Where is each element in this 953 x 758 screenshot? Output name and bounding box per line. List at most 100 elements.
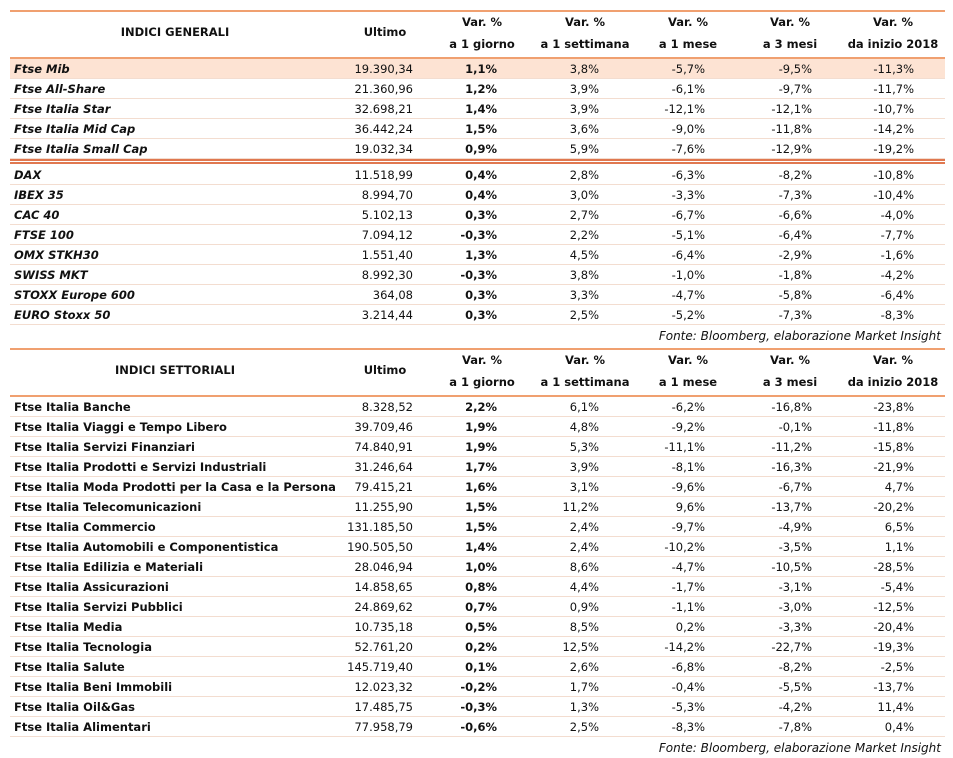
row-border xyxy=(10,536,945,537)
cell-value: 1,4% xyxy=(465,540,497,554)
cell-value: -9,5% xyxy=(778,62,812,76)
cell-value: -19,3% xyxy=(873,640,914,654)
cell-value: 17.485,75 xyxy=(354,700,413,714)
row-name: Ftse Italia Servizi Finanziari xyxy=(14,440,195,454)
cell-value: 0,4% xyxy=(465,188,497,202)
cell-value: -10,5% xyxy=(771,560,812,574)
cell-value: 1,3% xyxy=(465,248,497,262)
header-cell: da inizio 2018 xyxy=(847,37,939,51)
cell-value: 10.735,18 xyxy=(354,620,413,634)
row-name: Ftse Italia Media xyxy=(14,620,123,634)
cell-value: -0,2% xyxy=(460,680,497,694)
cell-value: -12,5% xyxy=(873,600,914,614)
cell-value: 1,2% xyxy=(465,82,497,96)
cell-value: -7,3% xyxy=(778,188,812,202)
cell-value: -14,2% xyxy=(873,122,914,136)
cell-value: 8.994,70 xyxy=(361,188,413,202)
cell-value: 79.415,21 xyxy=(354,480,413,494)
cell-value: -5,1% xyxy=(671,228,705,242)
cell-value: -1,0% xyxy=(671,268,705,282)
cell-value: 2,4% xyxy=(569,520,599,534)
cell-value: 0,9% xyxy=(569,600,599,614)
cell-value: -20,2% xyxy=(873,500,914,514)
row-border xyxy=(10,496,945,497)
cell-value: 0,7% xyxy=(465,600,497,614)
cell-value: -10,4% xyxy=(873,188,914,202)
cell-value: -8,2% xyxy=(778,168,812,182)
cell-value: -7,8% xyxy=(778,720,812,734)
row-name: Ftse Italia Salute xyxy=(14,660,125,674)
cell-value: 1,3% xyxy=(569,700,599,714)
cell-value: -11,2% xyxy=(771,440,812,454)
row-border xyxy=(10,476,945,477)
cell-value: 5.102,13 xyxy=(361,208,413,222)
cell-value: -4,0% xyxy=(880,208,914,222)
cell-value: 2,5% xyxy=(569,720,599,734)
header-cell: Ultimo xyxy=(363,25,407,39)
cell-value: -11,7% xyxy=(873,82,914,96)
row-name: Ftse Italia Tecnologia xyxy=(14,640,152,654)
cell-value: 190.505,50 xyxy=(347,540,413,554)
cell-value: 1,7% xyxy=(569,680,599,694)
cell-value: -1,7% xyxy=(671,580,705,594)
row-name: STOXX Europe 600 xyxy=(14,288,135,302)
cell-value: -6,7% xyxy=(671,208,705,222)
cell-value: 11.255,90 xyxy=(354,500,413,514)
cell-value: -13,7% xyxy=(771,500,812,514)
cell-value: 1,9% xyxy=(465,420,497,434)
cell-value: 74.840,91 xyxy=(354,440,413,454)
row-border xyxy=(10,184,945,185)
cell-value: -19,2% xyxy=(873,142,914,156)
cell-value: -4,7% xyxy=(671,560,705,574)
cell-value: -0,6% xyxy=(460,720,497,734)
cell-value: 39.709,46 xyxy=(354,420,413,434)
cell-value: -16,3% xyxy=(771,460,812,474)
cell-value: -11,8% xyxy=(771,122,812,136)
row-name: Ftse Italia Viaggi e Tempo Libero xyxy=(14,420,227,434)
row-border xyxy=(10,556,945,557)
row-name: SWISS MKT xyxy=(14,268,88,282)
cell-value: 14.858,65 xyxy=(354,580,413,594)
cell-value: 7.094,12 xyxy=(361,228,413,242)
cell-value: 131.185,50 xyxy=(347,520,413,534)
row-name: CAC 40 xyxy=(14,208,60,222)
row-border xyxy=(10,158,945,159)
row-name: Ftse Mib xyxy=(14,62,70,76)
header-cell: Var. % xyxy=(668,15,708,29)
cell-value: -3,5% xyxy=(778,540,812,554)
cell-value: 8.992,30 xyxy=(361,268,413,282)
header-cell: a 1 giorno xyxy=(449,37,515,51)
cell-value: -6,1% xyxy=(671,82,705,96)
row-name: Ftse Italia Telecomunicazioni xyxy=(14,500,202,514)
row-border xyxy=(10,244,945,245)
cell-value: 1,1% xyxy=(884,540,914,554)
cell-value: -9,0% xyxy=(671,122,705,136)
row-border xyxy=(10,324,945,325)
row-name: Ftse Italia Banche xyxy=(14,400,131,414)
row-name: Ftse Italia Servizi Pubblici xyxy=(14,600,183,614)
row-name: Ftse Italia Edilizia e Materiali xyxy=(14,560,204,574)
cell-value: 12,5% xyxy=(562,640,599,654)
cell-value: -11,3% xyxy=(873,62,914,76)
cell-value: -11,8% xyxy=(873,420,914,434)
header-cell: a 1 mese xyxy=(658,37,718,51)
cell-value: 2,2% xyxy=(569,228,599,242)
cell-value: 4,8% xyxy=(569,420,599,434)
cell-value: -8,1% xyxy=(671,460,705,474)
cell-value: -13,7% xyxy=(873,680,914,694)
cell-value: 32.698,21 xyxy=(354,102,413,116)
cell-value: 11.518,99 xyxy=(354,168,413,182)
cell-value: -9,6% xyxy=(671,480,705,494)
row-name: DAX xyxy=(14,168,42,182)
cell-value: -12,9% xyxy=(771,142,812,156)
cell-value: 11,4% xyxy=(877,700,914,714)
cell-value: -10,7% xyxy=(873,102,914,116)
header-cell: a 1 giorno xyxy=(449,375,515,389)
header-cell: a 1 settimana xyxy=(540,375,630,389)
cell-value: -0,3% xyxy=(460,700,497,714)
cell-value: -6,8% xyxy=(671,660,705,674)
cell-value: -12,1% xyxy=(771,102,812,116)
cell-value: 0,8% xyxy=(465,580,497,594)
cell-value: 0,5% xyxy=(465,620,497,634)
header-cell: Var. % xyxy=(565,15,605,29)
